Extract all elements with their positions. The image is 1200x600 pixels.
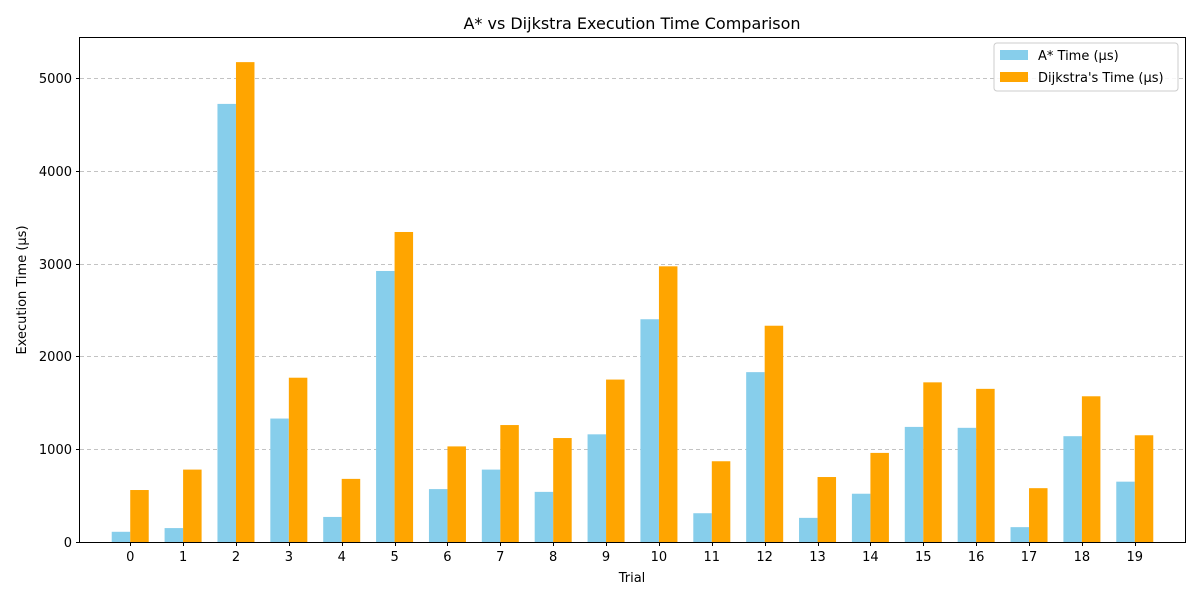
y-tick-label: 2000	[39, 350, 72, 365]
bar-dijkstra-7	[500, 425, 519, 542]
bar-astar-10	[640, 319, 659, 542]
bar-astar-3	[270, 418, 289, 542]
x-tick-label: 16	[968, 550, 985, 565]
x-tick-label: 18	[1074, 550, 1091, 565]
x-tick-label: 14	[862, 550, 879, 565]
legend-label-astar: A* Time (µs)	[1038, 49, 1119, 64]
bar-dijkstra-2	[235, 62, 255, 542]
y-axis-label: Execution Time (µs)	[15, 225, 30, 354]
bar-dijkstra-3	[288, 377, 308, 542]
bar-astar-2	[217, 103, 236, 543]
bar-dijkstra-1	[183, 469, 202, 542]
legend-swatch-dijkstra	[1000, 72, 1028, 82]
x-tick-label: 19	[1126, 550, 1143, 565]
bar-dijkstra-8	[553, 438, 572, 542]
bar-astar-11	[693, 513, 712, 542]
y-tick-label: 3000	[39, 258, 72, 273]
bar-astar-0	[111, 531, 131, 542]
bar-astar-19	[1116, 481, 1135, 542]
x-axis: 0 1 2 3 4 5 6 7 8 9 10 11 12 13 14 15 16 17 18 19	[126, 542, 1143, 565]
plot-area	[79, 37, 1186, 543]
bar-dijkstra-12	[764, 325, 784, 542]
x-tick-label: 7	[496, 550, 504, 565]
bar-astar-4	[323, 516, 342, 542]
bar-dijkstra-9	[606, 379, 625, 542]
x-axis-label: Trial	[618, 571, 646, 586]
bar-astar-17	[1010, 527, 1030, 542]
bar-astar-7	[481, 469, 501, 542]
y-tick-label: 1000	[39, 443, 72, 458]
bar-astar-6	[428, 489, 448, 542]
bar-dijkstra-18	[1081, 396, 1101, 542]
x-tick-label: 13	[809, 550, 826, 565]
bar-astar-12	[746, 372, 765, 542]
x-tick-label: 4	[338, 550, 346, 565]
bar-astar-14	[851, 493, 871, 542]
bar-dijkstra-10	[658, 266, 678, 542]
x-tick-label: 10	[651, 550, 668, 565]
legend-label-dijkstra: Dijkstra's Time (µs)	[1038, 71, 1164, 86]
bar-astar-18	[1063, 436, 1082, 542]
bar-dijkstra-0	[130, 490, 149, 542]
x-tick-label: 6	[443, 550, 451, 565]
legend-swatch-astar	[1000, 50, 1028, 60]
bar-astar-9	[587, 434, 607, 542]
chart-title: A* vs Dijkstra Execution Time Comparison	[463, 14, 800, 33]
y-tick-label: 0	[64, 536, 72, 551]
x-tick-label: 3	[285, 550, 293, 565]
y-axis: 0 1000 2000 3000 4000 5000	[39, 72, 80, 551]
bar-dijkstra-19	[1134, 435, 1154, 542]
bar-dijkstra-6	[447, 446, 466, 542]
x-tick-label: 9	[602, 550, 610, 565]
bar-dijkstra-16	[976, 388, 995, 542]
x-tick-label: 2	[232, 550, 240, 565]
bar-dijkstra-17	[1029, 488, 1048, 542]
x-tick-label: 15	[915, 550, 932, 565]
legend: A* Time (µs) Dijkstra's Time (µs)	[993, 42, 1179, 92]
x-tick-label: 0	[126, 550, 134, 565]
bar-dijkstra-13	[817, 477, 837, 542]
y-tick-label: 4000	[39, 165, 72, 180]
x-tick-label: 17	[1021, 550, 1038, 565]
bar-astar-16	[957, 427, 977, 542]
bar-dijkstra-4	[341, 478, 361, 542]
bar-astar-5	[376, 270, 395, 542]
x-tick-label: 5	[390, 550, 398, 565]
y-tick-label: 5000	[39, 72, 72, 87]
bar-dijkstra-14	[870, 452, 889, 542]
bars	[111, 62, 1154, 543]
bar-astar-8	[534, 491, 554, 542]
x-tick-label: 1	[179, 550, 187, 565]
bar-dijkstra-11	[711, 461, 731, 542]
bar-astar-13	[799, 517, 818, 542]
x-tick-label: 8	[549, 550, 557, 565]
x-tick-label: 11	[704, 550, 721, 565]
bar-dijkstra-15	[923, 382, 942, 542]
bar-dijkstra-5	[394, 231, 414, 543]
legend-box	[993, 42, 1179, 92]
bar-astar-1	[164, 528, 184, 542]
x-tick-label: 12	[756, 550, 773, 565]
bar-astar-15	[904, 426, 924, 542]
